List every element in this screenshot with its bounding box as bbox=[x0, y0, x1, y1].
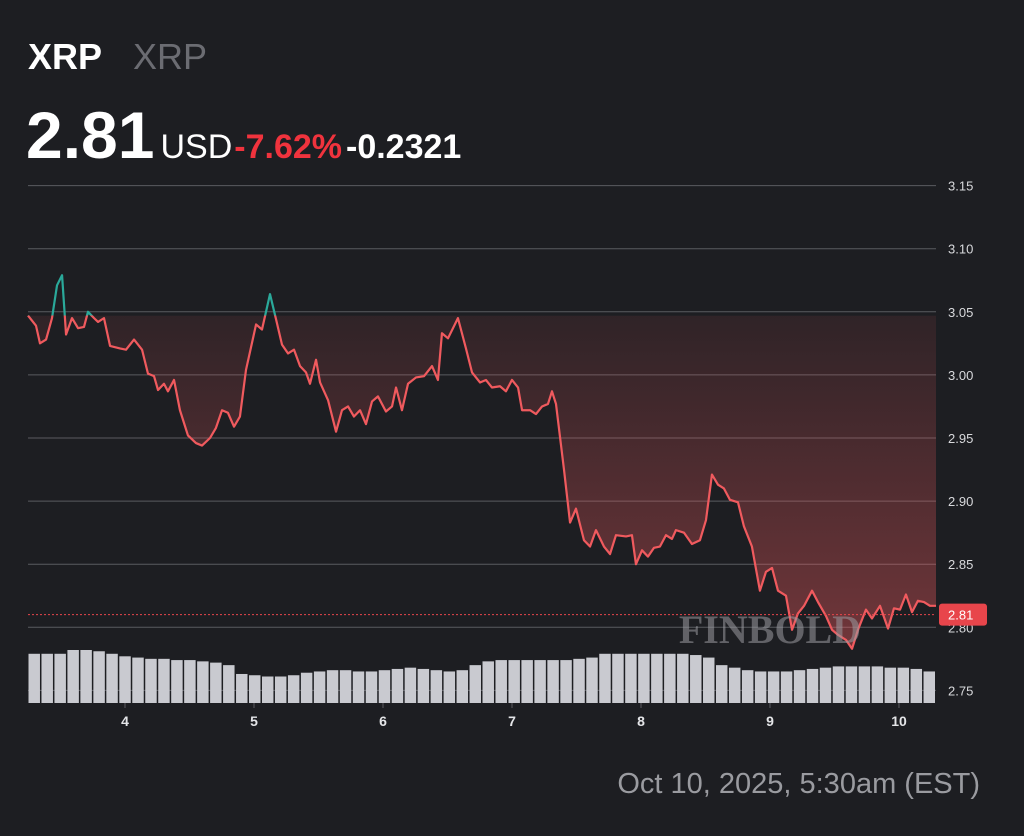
currency: USD bbox=[160, 128, 232, 166]
volume-bar bbox=[897, 667, 910, 703]
volume-bar bbox=[664, 653, 676, 703]
volume-bar bbox=[184, 660, 196, 703]
volume-bar bbox=[93, 651, 105, 703]
x-tick-label: 4 bbox=[121, 713, 129, 729]
y-tick-label: 2.90 bbox=[948, 494, 973, 509]
volume-bar bbox=[715, 665, 728, 703]
volume-bar bbox=[313, 671, 326, 703]
volume-bar bbox=[274, 676, 287, 703]
y-tick-label: 3.10 bbox=[948, 242, 973, 257]
coin-symbol: XRP bbox=[28, 36, 102, 77]
volume-bar bbox=[703, 657, 715, 703]
volume-bar bbox=[28, 653, 40, 703]
volume-bar bbox=[365, 671, 378, 703]
volume-bar bbox=[223, 665, 235, 703]
volume-bar bbox=[586, 657, 598, 703]
volume-bar bbox=[443, 671, 456, 703]
volume-bar bbox=[352, 671, 365, 703]
volume-bar bbox=[690, 655, 702, 703]
volume-bar bbox=[171, 660, 183, 703]
volume-bar bbox=[158, 658, 170, 703]
volume-bar bbox=[249, 675, 261, 703]
y-tick-label: 2.75 bbox=[948, 683, 973, 698]
volume-bar bbox=[754, 671, 767, 703]
price-tag: 2.81 bbox=[948, 608, 973, 623]
change-abs: -0.2321 bbox=[346, 128, 461, 166]
area-fill bbox=[28, 315, 936, 649]
volume-bar bbox=[884, 667, 897, 703]
volume-bar bbox=[300, 672, 313, 703]
volume-bar bbox=[521, 660, 533, 703]
x-tick-label: 10 bbox=[891, 713, 907, 729]
timestamp: Oct 10, 2025, 5:30am (EST) bbox=[617, 768, 980, 800]
volume-bar bbox=[741, 670, 754, 703]
x-tick-label: 6 bbox=[379, 713, 387, 729]
volume-bar bbox=[106, 653, 118, 703]
volume-bar bbox=[819, 667, 832, 703]
change-percent: -7.62% bbox=[234, 128, 342, 166]
volume-bar bbox=[482, 661, 494, 703]
volume-bar bbox=[625, 653, 637, 703]
volume-bar bbox=[845, 666, 858, 703]
volume-bar bbox=[612, 653, 624, 703]
volume-bar bbox=[417, 668, 430, 703]
price-line bbox=[27, 274, 936, 650]
volume-bar bbox=[677, 653, 689, 703]
price-tag-bg bbox=[939, 603, 987, 626]
volume-bar bbox=[910, 668, 923, 703]
volume-bar bbox=[923, 671, 935, 703]
y-tick-label: 3.05 bbox=[948, 305, 973, 320]
volume-bar bbox=[573, 658, 585, 703]
coin-name: XRP bbox=[133, 36, 207, 77]
volume-bar bbox=[456, 670, 469, 703]
volume-bar bbox=[534, 660, 546, 703]
volume-bar bbox=[651, 653, 663, 703]
volume-bar bbox=[391, 668, 404, 703]
volume-bar bbox=[132, 657, 144, 703]
volume-bar bbox=[80, 650, 92, 703]
volume-bar bbox=[767, 671, 780, 703]
volume-bar bbox=[378, 670, 391, 703]
volume-bar bbox=[326, 670, 339, 703]
volume-bar bbox=[495, 660, 507, 703]
volume-bar bbox=[210, 662, 222, 703]
volume-bar bbox=[599, 653, 611, 703]
volume-bar bbox=[287, 675, 300, 703]
volume-bar bbox=[67, 650, 79, 703]
volume-bar bbox=[197, 661, 209, 703]
x-tick-label: 9 bbox=[766, 713, 774, 729]
y-tick-label: 2.95 bbox=[948, 431, 973, 446]
y-tick-label: 2.85 bbox=[948, 557, 973, 572]
volume-bar bbox=[858, 666, 871, 703]
y-tick-label: 3.00 bbox=[948, 368, 973, 383]
volume-bar bbox=[404, 667, 417, 703]
volume-bar bbox=[236, 673, 248, 703]
x-tick-label: 8 bbox=[637, 713, 645, 729]
y-tick-label: 3.15 bbox=[948, 179, 973, 194]
volume-bar bbox=[780, 671, 793, 703]
volume-bar bbox=[261, 676, 274, 703]
volume-bar bbox=[54, 653, 66, 703]
volume-bar bbox=[832, 666, 845, 703]
volume-bar bbox=[793, 670, 806, 703]
volume-bar bbox=[119, 656, 131, 703]
volume-bar bbox=[547, 660, 559, 703]
volume-bar bbox=[508, 660, 520, 703]
volume-bar bbox=[339, 670, 352, 703]
x-tick-label: 5 bbox=[250, 713, 258, 729]
volume-bar bbox=[806, 668, 819, 703]
x-tick-label: 7 bbox=[508, 713, 516, 729]
volume-bar bbox=[728, 667, 741, 703]
watermark: FINBOLD bbox=[679, 607, 861, 652]
price: 2.81 bbox=[26, 98, 154, 172]
volume-bar bbox=[430, 670, 443, 703]
volume-bar bbox=[560, 660, 572, 703]
volume-bar bbox=[145, 658, 157, 703]
volume-bar bbox=[469, 665, 481, 703]
volume-bar bbox=[638, 653, 650, 703]
volume-bar bbox=[41, 653, 53, 703]
volume-bar bbox=[871, 666, 884, 703]
